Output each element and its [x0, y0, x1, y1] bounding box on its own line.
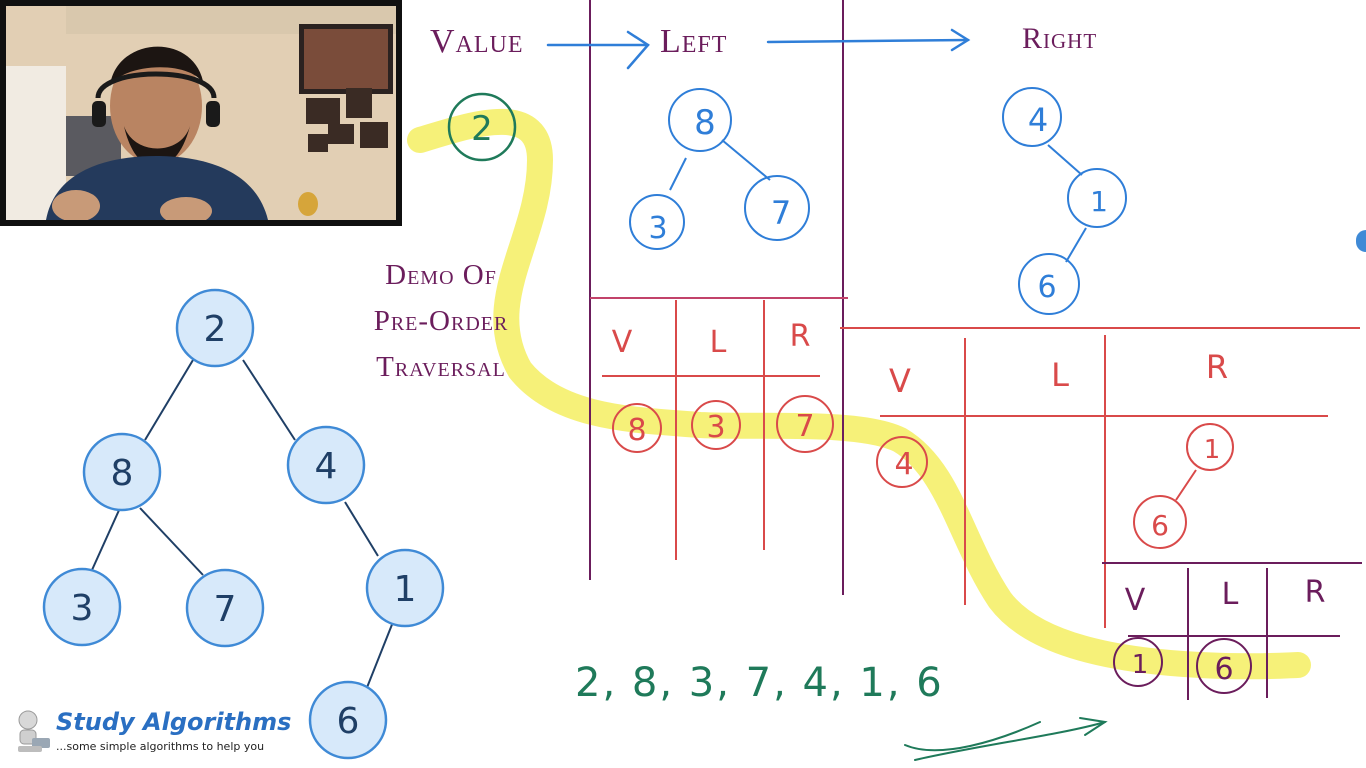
label-left: Left [660, 23, 727, 60]
main-tree-node-2: 2 [175, 288, 255, 368]
table2-value-node [876, 436, 928, 488]
result-sequence: 2, 8, 3, 7, 4, 1, 6 [575, 660, 944, 706]
brand-name: Study Algorithms [56, 708, 292, 736]
table1-header-l: L [710, 325, 727, 360]
main-tree-node-label: 4 [315, 446, 338, 487]
main-tree-node-8: 8 [82, 432, 162, 512]
table2-right-node-6: 6 [1151, 509, 1169, 542]
table3-header-v: V [1125, 583, 1146, 618]
arrow-left-to-right [766, 28, 971, 52]
table3-value-1: 1 [1132, 650, 1149, 680]
left-subtree-node-8: 8 [694, 103, 716, 143]
main-tree-node-label: 6 [337, 701, 360, 742]
result-underline-stroke [904, 717, 1108, 761]
left-subtree-node-3: 3 [648, 211, 667, 246]
side-expand-tab[interactable] [1356, 230, 1366, 252]
table2-header-l: L [1051, 356, 1069, 394]
table3-value-6: 6 [1214, 652, 1233, 687]
right-subtree-node-4: 4 [1028, 101, 1048, 139]
right-subtree [1002, 87, 1127, 315]
brand-tagline: ...some simple algorithms to help you [56, 740, 265, 753]
demo-title-line2: Pre-Order [373, 305, 509, 337]
demo-title-line1: Demo Of [385, 259, 497, 291]
table2-grid [840, 327, 1360, 628]
traversal-highlight [407, 108, 1311, 680]
table2-value-4: 4 [894, 447, 913, 482]
main-tree-node-label: 7 [214, 589, 237, 630]
mascot-icon [18, 710, 50, 752]
main-tree-node-label: 1 [394, 569, 417, 610]
table1-grid [590, 297, 848, 560]
main-tree-node-label: 8 [111, 453, 134, 494]
table1-values [612, 395, 834, 453]
webcam-overlay [0, 0, 402, 226]
root-value-node: 2 [447, 92, 517, 162]
table3-header-l: L [1222, 577, 1239, 612]
label-value: Value [430, 23, 524, 60]
main-tree-node-4: 4 [286, 425, 366, 505]
main-tree-node-1: 1 [365, 548, 445, 628]
right-subtree-node-6: 6 [1037, 270, 1056, 305]
left-subtree-node-7: 7 [771, 194, 791, 232]
table2-header-v: V [889, 362, 911, 400]
demo-title: Demo Of Pre-Order Traversal [330, 252, 552, 390]
main-tree-nodes: 2 8 4 3 7 1 6 [42, 288, 445, 760]
arrow-value-to-left [546, 30, 650, 70]
presenter-image [6, 6, 396, 220]
table2-right-node-1: 1 [1204, 435, 1221, 465]
table1-header-v: V [612, 325, 633, 360]
svg-text:2: 2 [471, 109, 493, 149]
label-right: Right [1022, 22, 1097, 55]
table1-value-7: 7 [795, 409, 814, 444]
study-algorithms-logo: Study Algorithms ...some simple algorith… [14, 706, 314, 760]
main-tree-node-6: 6 [308, 680, 388, 760]
main-tree-node-label: 2 [204, 309, 227, 350]
main-tree-node-7: 7 [185, 568, 265, 648]
table3-grid [1102, 562, 1362, 700]
table1-value-3: 3 [706, 410, 725, 445]
table3-values [1113, 637, 1252, 694]
right-subtree-node-1: 1 [1090, 185, 1108, 218]
webcam-feed [6, 6, 396, 220]
main-tree-node-3: 3 [42, 567, 122, 647]
left-subtree [629, 88, 810, 250]
table1-header-r: R [790, 319, 811, 354]
table3-header-r: R [1305, 575, 1326, 610]
demo-title-line3: Traversal [376, 351, 506, 383]
table2-header-r: R [1206, 348, 1228, 386]
table1-value-8: 8 [627, 413, 646, 448]
table2-right-subtree [1133, 423, 1234, 549]
main-tree-edges [91, 359, 394, 691]
main-tree-node-label: 3 [71, 588, 94, 629]
